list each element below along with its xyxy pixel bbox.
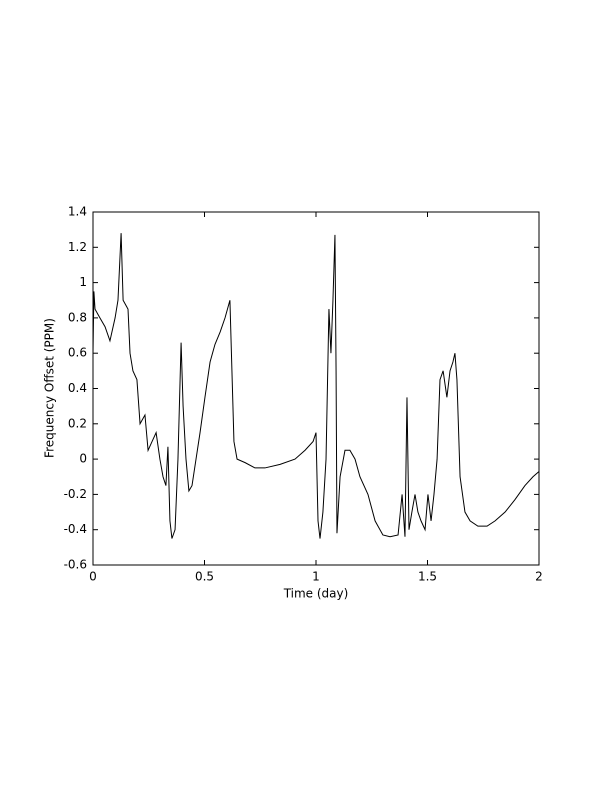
x-tick-label: 1 (312, 570, 320, 584)
plot-frame (92, 211, 540, 566)
y-tick-label: -0.2 (64, 487, 87, 501)
x-tick-label: 1.5 (418, 570, 437, 584)
y-tick-label: 0.4 (68, 381, 87, 395)
data-line (92, 233, 540, 539)
y-axis-label: Frequency Offset (PPM) (43, 318, 57, 458)
y-tick-label: 0.2 (68, 416, 87, 430)
x-tick-label: 0.5 (195, 570, 214, 584)
y-tick-label: 1.2 (68, 240, 87, 254)
y-tick-label: 1 (79, 275, 87, 289)
y-tick-label: 1.4 (68, 205, 87, 219)
x-axis-label: Time (day) (283, 587, 349, 601)
y-tick-label: -0.6 (64, 558, 87, 572)
y-tick-label: 0 (79, 452, 87, 466)
x-tick-label: 2 (535, 570, 543, 584)
y-tick-label: 0.8 (68, 310, 87, 324)
x-tick-label: 0 (89, 570, 97, 584)
y-tick-label: 0.6 (68, 346, 87, 360)
y-tick-label: -0.4 (64, 522, 87, 536)
